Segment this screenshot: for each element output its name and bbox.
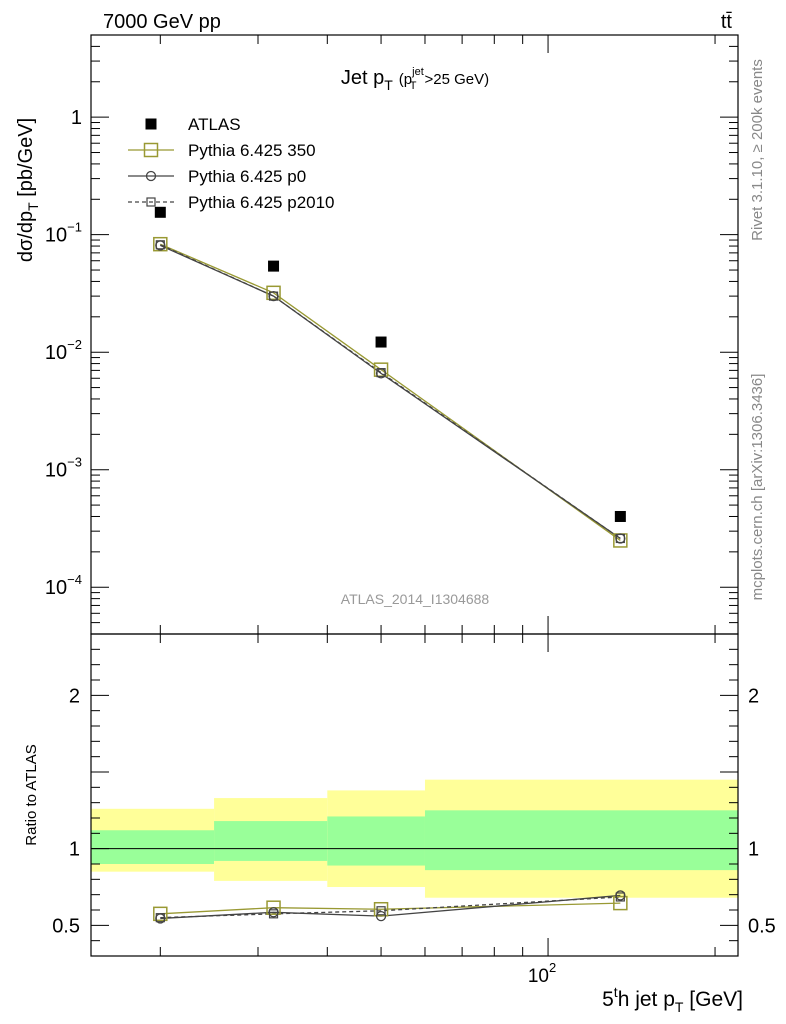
main-series-lines (160, 243, 621, 541)
legend-item-atlas: ATLAS (145, 115, 241, 134)
main-y-tick-label: 10−1 (45, 220, 82, 247)
legend-marker-pythia-6-425-p2010 (146, 197, 156, 207)
mcplots-label: mcplots.cern.ch [arXiv:1306.3436] (749, 374, 766, 601)
energy-label: 7000 GeV pp (103, 11, 221, 33)
ratio-point-pythia-6-425-350-0 (153, 906, 168, 922)
main-y-tick-label: 1 (71, 107, 82, 129)
rivet-label: Rivet 3.1.10, ≥ 200k events (749, 59, 766, 241)
ratio-x-tick-label: 102 (528, 960, 556, 987)
main-point-pythia-6-425-p2010-0 (155, 240, 165, 250)
ratio-band-inner-2 (327, 816, 425, 866)
main-point-atlas-0 (154, 206, 166, 218)
main-point-pythia-6-425-p2010-1 (268, 291, 279, 301)
ratio-line-pythia-6-425-p0 (160, 894, 621, 920)
ratio-y-tick-labels: 2 2 1 1 0.5 0.5 (52, 685, 776, 937)
ratio-x-ticks (159, 634, 716, 956)
ratio-point-pythia-6-425-p2010-2 (376, 906, 386, 916)
ratio-y-tick-label-right: 2 (748, 685, 759, 707)
analysis-tag: ATLAS_2014_I1304688 (341, 591, 490, 607)
ratio-point-pythia-6-425-350-1 (266, 900, 281, 915)
ratio-point-pythia-6-425-p2010-0 (155, 913, 165, 923)
legend-label-pythia-6-425-p2010: Pythia 6.425 p2010 (188, 193, 335, 212)
ratio-y-tick-label-left: 1 (69, 839, 80, 861)
legend-label-pythia-6-425-p0: Pythia 6.425 p0 (188, 167, 306, 186)
ratio-y-tick-label-right: 0.5 (748, 915, 776, 937)
main-y-tick-label: 10−2 (45, 337, 82, 364)
main-series-markers (153, 206, 628, 548)
main-line-pythia-6-425-p0 (160, 244, 621, 539)
ratio-y-tick-label-left: 2 (69, 685, 80, 707)
legend-marker-pythia-6-425-p0 (145, 170, 157, 182)
legend: ATLAS Pythia 6.425 350 Pythia 6.425 p0 Pyth… (128, 115, 335, 212)
main-point-atlas-3 (614, 510, 626, 522)
ratio-point-pythia-6-425-p0-2 (375, 910, 387, 922)
ratio-x-tick-labels: 102 (528, 960, 556, 987)
chart-title: Jet pT (pjet T >25 GeV) (341, 66, 489, 93)
ratio-band-inner-1 (214, 821, 328, 861)
legend-item-pythia-6-425-p2010: Pythia 6.425 p2010 (128, 193, 335, 212)
ratio-point-pythia-6-425-p2010-3 (615, 892, 625, 902)
x-axis-label: 5th jet pT [GeV] (602, 984, 743, 1015)
main-point-pythia-6-425-p2010-2 (376, 368, 386, 378)
ratio-panel-frame (90, 633, 739, 957)
main-y-axis-label: dσ/dpT [pb/GeV] (15, 118, 41, 262)
ratio-line-pythia-6-425-p2010 (160, 896, 621, 919)
legend-item-pythia-6-425-p0: Pythia 6.425 p0 (128, 167, 306, 186)
ratio-band-inner-3 (424, 810, 738, 871)
main-point-atlas-1 (268, 260, 280, 272)
main-point-pythia-6-425-350-1 (266, 285, 281, 301)
ratio-bands (91, 779, 738, 898)
main-y-tick-label: 10−3 (45, 455, 82, 482)
legend-marker-atlas (145, 118, 157, 130)
ratio-series-lines (160, 894, 621, 920)
main-line-pythia-6-425-p2010 (160, 244, 621, 539)
ratio-point-pythia-6-425-350-3 (613, 895, 628, 911)
ratio-y-tick-label-right: 1 (748, 839, 759, 861)
main-x-ticks (159, 35, 716, 634)
ratio-line-pythia-6-425-350 (160, 902, 621, 915)
main-y-ticks (91, 34, 738, 635)
main-line-pythia-6-425-350 (160, 243, 621, 541)
ratio-point-pythia-6-425-350-2 (373, 901, 389, 917)
main-y-tick-label: 10−4 (45, 572, 82, 599)
legend-label-pythia-6-425-350: Pythia 6.425 350 (188, 141, 316, 160)
legend-marker-pythia-6-425-350 (143, 142, 159, 158)
main-point-atlas-2 (375, 336, 387, 348)
legend-label-atlas: ATLAS (188, 115, 241, 134)
ratio-y-ticks (91, 633, 738, 957)
ratio-band-inner-0 (91, 830, 215, 864)
legend-item-pythia-6-425-350: Pythia 6.425 350 (128, 141, 316, 160)
main-point-pythia-6-425-350-0 (153, 236, 168, 252)
ratio-y-tick-label-left: 0.5 (52, 915, 80, 937)
ratio-point-pythia-6-425-p2010-1 (268, 909, 279, 919)
main-point-pythia-6-425-p2010-3 (615, 533, 625, 544)
ratio-series-markers (153, 890, 628, 924)
main-y-tick-labels: 1 10−1 10−2 10−3 10−4 (45, 107, 82, 599)
ratio-y-axis-label: Ratio to ATLAS (23, 744, 40, 845)
process-label: tt̄ (721, 11, 733, 33)
